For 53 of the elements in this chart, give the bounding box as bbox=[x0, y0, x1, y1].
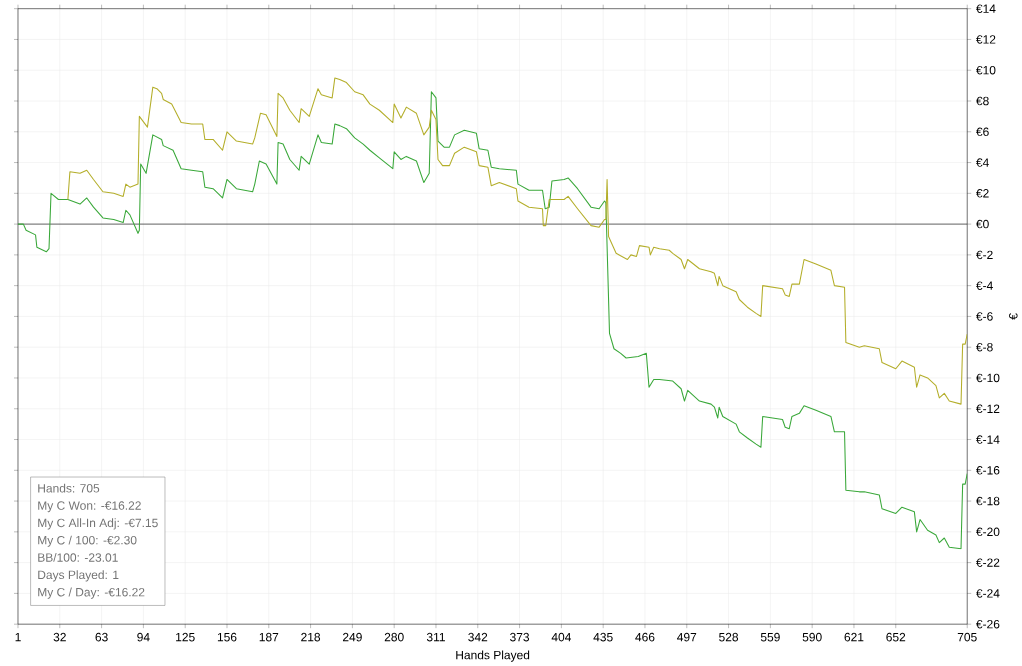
y-axis-title: € bbox=[1009, 313, 1018, 320]
annotation: My C Won: -€16.22 bbox=[38, 501, 141, 513]
x-tick-label: 63 bbox=[95, 632, 108, 642]
annotation: BB/100: -23.01 bbox=[38, 552, 118, 562]
x-tick-label: 1 bbox=[15, 632, 21, 642]
y-tick-label: €14 bbox=[976, 4, 996, 13]
annotation: Days Played: 1 bbox=[38, 570, 119, 582]
annotation: My C / Day: -€16.22 bbox=[38, 587, 145, 599]
x-tick-label: 373 bbox=[510, 632, 530, 642]
x-tick-label: 590 bbox=[802, 632, 822, 642]
x-tick-label: 435 bbox=[593, 632, 613, 642]
x-tick-label: 218 bbox=[301, 632, 321, 642]
x-tick-label: 311 bbox=[426, 632, 445, 642]
y-tick-label: €-2 bbox=[976, 250, 993, 260]
y-tick-label: €6 bbox=[976, 127, 989, 136]
x-tick-label: 528 bbox=[719, 632, 739, 642]
y-tick-label: €0 bbox=[976, 219, 989, 229]
y-tick-label: €-8 bbox=[976, 342, 993, 352]
x-tick-label: 280 bbox=[384, 632, 404, 642]
x-tick-label: 249 bbox=[342, 632, 362, 642]
y-tick-label: €-20 bbox=[976, 527, 1000, 537]
y-tick-label: €4 bbox=[976, 158, 989, 167]
y-tick-label: €-22 bbox=[976, 558, 1000, 567]
x-tick-label: 32 bbox=[53, 632, 66, 642]
y-tick-label: €8 bbox=[976, 96, 989, 106]
y-tick-label: €2 bbox=[976, 189, 989, 198]
x-tick-label: 652 bbox=[886, 632, 906, 642]
x-tick-label: 342 bbox=[468, 632, 488, 642]
x-tick-label: 621 bbox=[844, 632, 864, 642]
x-axis-title: Hands Played bbox=[456, 650, 530, 662]
x-tick-label: 466 bbox=[635, 632, 655, 642]
y-tick-label: €10 bbox=[976, 65, 996, 75]
y-tick-label: €-12 bbox=[976, 404, 1000, 413]
y-tick-label: €12 bbox=[976, 35, 996, 44]
y-tick-label: €-16 bbox=[976, 465, 1000, 475]
y-tick-label: €-26 bbox=[976, 619, 1000, 629]
x-tick-label: 559 bbox=[760, 632, 780, 642]
y-tick-label: €-14 bbox=[976, 435, 1000, 444]
y-tick-label: €-24 bbox=[976, 589, 1000, 598]
annotation: My C / 100: -€2.30 bbox=[38, 535, 137, 547]
annotation: Hands: 705 bbox=[38, 483, 100, 493]
x-tick-label: 156 bbox=[217, 632, 237, 642]
x-tick-label: 94 bbox=[137, 632, 150, 642]
x-tick-label: 497 bbox=[677, 632, 697, 642]
y-tick-label: €-10 bbox=[976, 373, 1000, 383]
y-tick-label: €-6 bbox=[976, 312, 993, 321]
y-tick-label: €-4 bbox=[976, 281, 993, 290]
x-tick-label: 705 bbox=[957, 632, 977, 642]
annotation: My C All-In Adj: -€7.15 bbox=[38, 518, 158, 530]
y-tick-label: €-18 bbox=[976, 496, 1000, 506]
x-tick-label: 404 bbox=[551, 632, 572, 642]
x-tick-label: 187 bbox=[259, 632, 279, 642]
x-tick-label: 125 bbox=[176, 632, 195, 642]
